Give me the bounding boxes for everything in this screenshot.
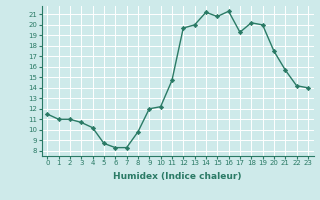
X-axis label: Humidex (Indice chaleur): Humidex (Indice chaleur) (113, 172, 242, 181)
